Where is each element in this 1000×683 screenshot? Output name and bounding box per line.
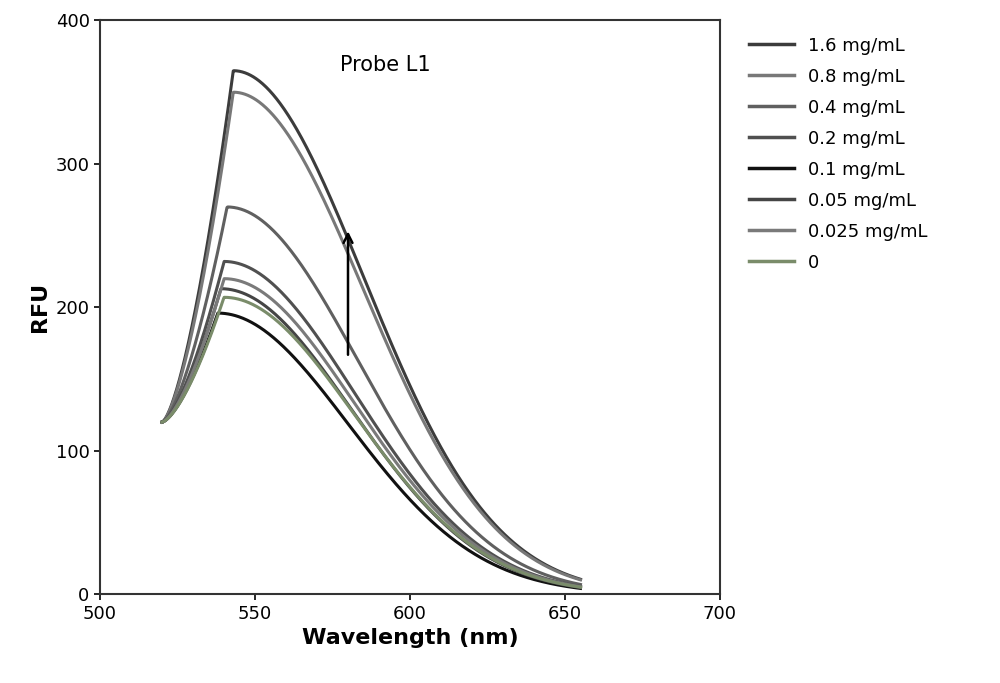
Y-axis label: RFU: RFU [30, 282, 50, 333]
1.6 mg/mL [403, 380, 415, 389]
0.4 mg/mL [156, 418, 168, 426]
0.1 mg/mL [403, 494, 415, 503]
0.025 mg/mL [436, 513, 448, 521]
0.025 mg/mL [403, 475, 415, 484]
0 [472, 546, 484, 554]
0.2 mg/mL [231, 259, 243, 267]
0.1 mg/mL [231, 312, 243, 320]
0 [436, 517, 448, 525]
0.8 mg/mL [228, 88, 240, 96]
0.2 mg/mL [264, 278, 276, 286]
0.8 mg/mL [403, 389, 415, 397]
1.6 mg/mL [436, 445, 448, 454]
0.1 mg/mL [574, 585, 586, 593]
0.2 mg/mL [346, 385, 358, 393]
0.4 mg/mL [346, 346, 358, 354]
Line: 0.025 mg/mL: 0.025 mg/mL [162, 279, 580, 587]
0.05 mg/mL [231, 287, 243, 295]
0.8 mg/mL [472, 504, 484, 512]
0.025 mg/mL [574, 583, 586, 591]
0.025 mg/mL [264, 294, 276, 302]
0.4 mg/mL [574, 581, 586, 589]
0.1 mg/mL [212, 309, 224, 317]
1.6 mg/mL [574, 575, 586, 583]
Line: 0.1 mg/mL: 0.1 mg/mL [162, 313, 580, 589]
0.4 mg/mL [264, 223, 276, 232]
0.05 mg/mL [215, 285, 227, 293]
0.05 mg/mL [436, 518, 448, 526]
0.2 mg/mL [218, 257, 230, 266]
0.4 mg/mL [231, 204, 243, 212]
0.05 mg/mL [472, 546, 484, 555]
0 [218, 293, 230, 301]
0.05 mg/mL [574, 583, 586, 591]
0.4 mg/mL [403, 445, 415, 453]
Line: 0.8 mg/mL: 0.8 mg/mL [162, 92, 580, 580]
0.8 mg/mL [574, 576, 586, 584]
0 [574, 583, 586, 591]
0.1 mg/mL [156, 418, 168, 426]
0.2 mg/mL [156, 418, 168, 426]
Text: Probe L1: Probe L1 [340, 55, 431, 75]
0.8 mg/mL [156, 418, 168, 426]
1.6 mg/mL [156, 418, 168, 426]
0.1 mg/mL [472, 552, 484, 560]
0.4 mg/mL [222, 203, 234, 211]
0.1 mg/mL [264, 331, 276, 339]
0.4 mg/mL [472, 529, 484, 538]
1.6 mg/mL [472, 501, 484, 509]
Line: 0: 0 [162, 297, 580, 587]
Line: 0.4 mg/mL: 0.4 mg/mL [162, 207, 580, 585]
0.05 mg/mL [346, 406, 358, 415]
Line: 0.2 mg/mL: 0.2 mg/mL [162, 262, 580, 587]
0 [156, 418, 168, 426]
0.2 mg/mL [472, 540, 484, 548]
X-axis label: Wavelength (nm): Wavelength (nm) [302, 628, 518, 648]
Line: 0.05 mg/mL: 0.05 mg/mL [162, 289, 580, 587]
0.025 mg/mL [218, 275, 230, 283]
0.8 mg/mL [264, 108, 276, 116]
0 [264, 311, 276, 320]
0.2 mg/mL [436, 508, 448, 516]
0.8 mg/mL [436, 451, 448, 460]
0.05 mg/mL [156, 418, 168, 426]
0.1 mg/mL [436, 527, 448, 535]
0.8 mg/mL [231, 88, 243, 96]
0.025 mg/mL [231, 276, 243, 284]
1.6 mg/mL [346, 245, 358, 253]
0.025 mg/mL [346, 395, 358, 404]
1.6 mg/mL [264, 87, 276, 96]
0 [346, 407, 358, 415]
0.05 mg/mL [403, 483, 415, 491]
0.8 mg/mL [346, 259, 358, 267]
0.025 mg/mL [472, 543, 484, 551]
Line: 1.6 mg/mL: 1.6 mg/mL [162, 71, 580, 579]
0.05 mg/mL [264, 306, 276, 314]
1.6 mg/mL [231, 67, 243, 75]
0.4 mg/mL [436, 491, 448, 499]
0.025 mg/mL [156, 418, 168, 426]
1.6 mg/mL [228, 67, 240, 75]
Legend: 1.6 mg/mL, 0.8 mg/mL, 0.4 mg/mL, 0.2 mg/mL, 0.1 mg/mL, 0.05 mg/mL, 0.025 mg/mL, : 1.6 mg/mL, 0.8 mg/mL, 0.4 mg/mL, 0.2 mg/… [741, 29, 935, 279]
0 [403, 482, 415, 490]
0.1 mg/mL [346, 425, 358, 433]
0.2 mg/mL [403, 469, 415, 477]
0 [231, 294, 243, 303]
0.2 mg/mL [574, 583, 586, 591]
